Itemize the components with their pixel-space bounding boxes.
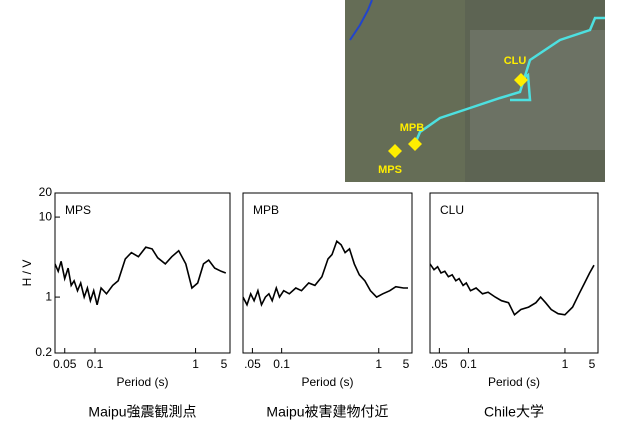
y-tick-label: 0.2 [35,345,52,359]
x-tick-label: .05 [244,357,261,371]
x-tick-label: 1 [375,357,382,371]
map [345,0,605,182]
y-tick-label: 1 [45,289,52,303]
x-tick-label: 1 [562,357,569,371]
x-tick-label: 5 [403,357,410,371]
figure: CLU MPB MPS 0.2 1 10 20 0.05 0.1 1 5 MPS Period (s) M… [0,0,621,427]
x-axis-label: Period (s) [301,375,353,389]
map-area [470,30,605,150]
x-tick-label: 0.1 [87,357,104,371]
x-tick-label: 5 [589,357,596,371]
y-tick-label: 10 [39,209,53,223]
line [430,264,594,315]
panel-label: MPS [65,203,91,217]
marker-label: MPS [378,164,402,176]
caption: Maipu被害建物付近 [266,404,388,420]
x-tick-label: 0.05 [53,357,77,371]
marker-label: CLU [504,55,527,67]
caption: Maipu強震観測点 [88,404,196,420]
x-axis-label: Period (s) [116,375,168,389]
y-axis-label: H / V [20,260,34,287]
caption: Chile大学 [484,404,544,420]
y-tick-label: 20 [39,185,53,199]
line [55,247,226,305]
page: {"map": {"markers": [{"label": "CLU"}, {… [0,0,621,427]
x-tick-label: 0.1 [460,357,477,371]
x-tick-label: 5 [221,357,228,371]
line [243,241,408,305]
panel-label: CLU [440,203,464,217]
x-axis-label: Period (s) [488,375,540,389]
x-tick-label: 0.1 [273,357,290,371]
x-tick-label: .05 [431,357,448,371]
marker-label: MPB [400,122,425,134]
map-area [345,0,465,182]
x-tick-label: 1 [192,357,199,371]
panel-label: MPB [253,203,279,217]
